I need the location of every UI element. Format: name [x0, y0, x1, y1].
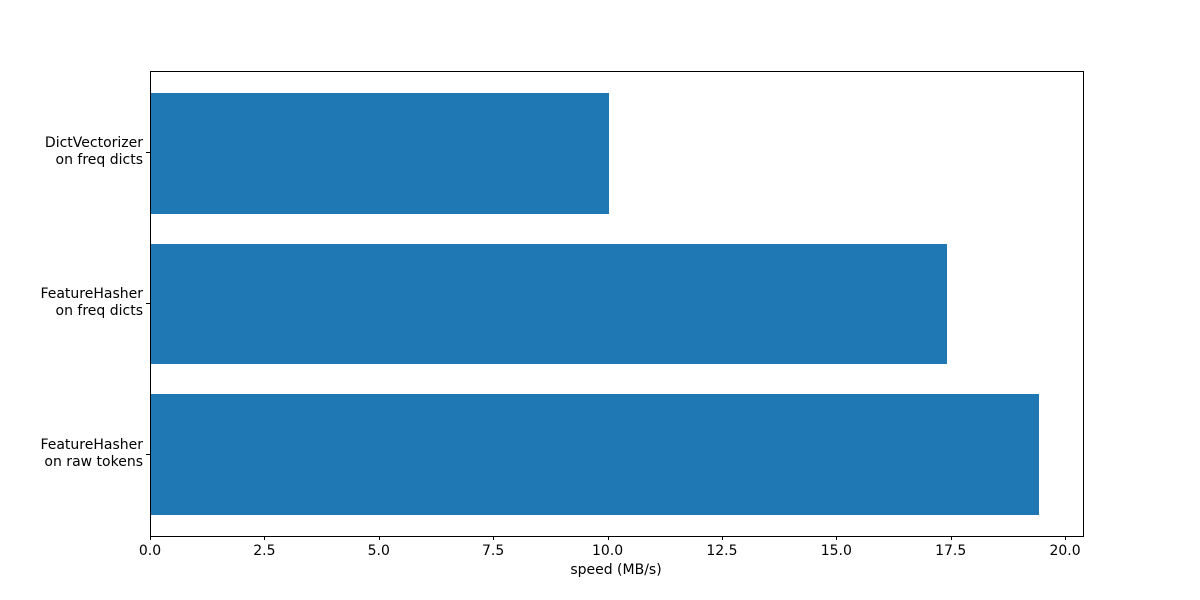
x-tick-mark — [150, 536, 151, 540]
y-tick-label: DictVectorizer on freq dicts — [44, 135, 143, 169]
bar — [151, 394, 1039, 515]
y-tick-mark — [146, 453, 150, 455]
x-tick-mark — [721, 536, 723, 540]
x-tick-label: 20.0 — [1049, 543, 1081, 559]
x-tick-label: 15.0 — [820, 543, 852, 559]
x-tick-label: 5.0 — [367, 543, 390, 559]
x-tick-mark — [264, 536, 266, 540]
x-tick-mark — [836, 536, 838, 540]
y-tick-label: FeatureHasher on raw tokens — [40, 436, 143, 470]
x-tick-label: 10.0 — [591, 543, 624, 559]
x-tick-mark — [493, 536, 495, 540]
bar — [151, 243, 948, 365]
x-tick-mark — [607, 536, 609, 540]
bar — [151, 93, 609, 214]
x-tick-label: 0.0 — [138, 543, 162, 559]
y-tick-mark — [146, 152, 150, 154]
x-tick-label: 2.5 — [253, 543, 276, 559]
x-tick-mark — [1065, 536, 1067, 540]
x-tick-label: 7.5 — [482, 543, 505, 559]
plot-area — [150, 71, 1084, 537]
y-tick-mark — [146, 303, 150, 304]
x-axis-label: speed (MB/s) — [570, 562, 662, 578]
x-tick-mark — [378, 536, 380, 540]
x-tick-label: 17.5 — [935, 543, 967, 559]
x-tick-label: 12.5 — [706, 543, 738, 559]
x-tick-mark — [950, 536, 952, 540]
y-tick-label: FeatureHasher on freq dicts — [40, 286, 143, 319]
